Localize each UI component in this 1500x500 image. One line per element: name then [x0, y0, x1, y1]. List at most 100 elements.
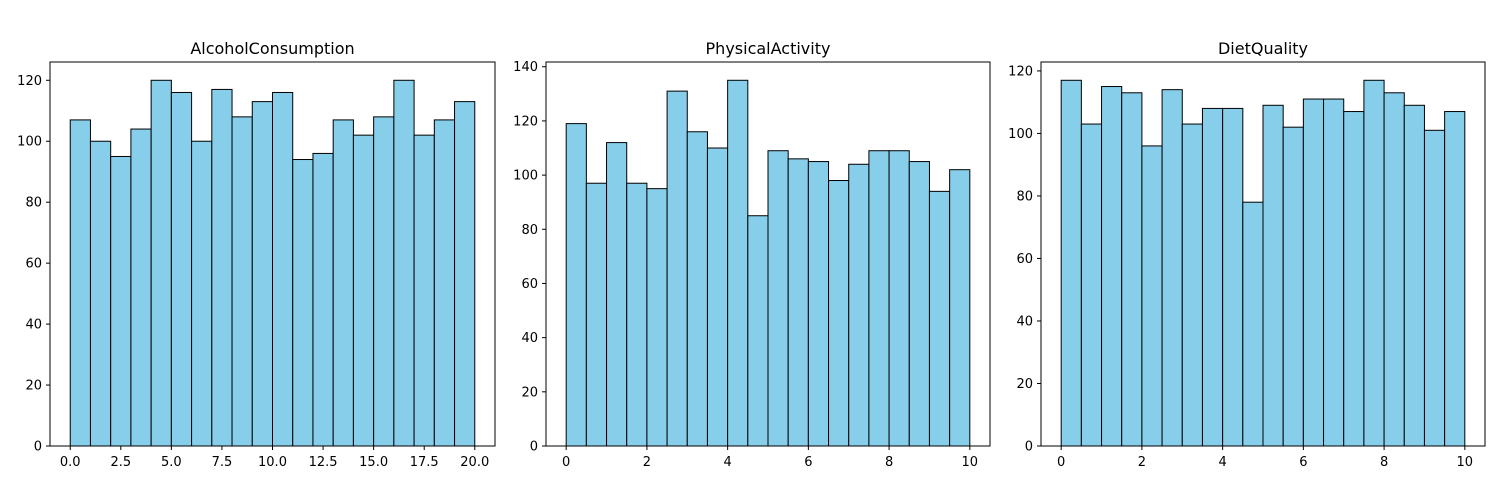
- histogram-bar: [393, 79, 415, 447]
- histogram-bar: [170, 91, 193, 447]
- histogram-bar: [251, 101, 273, 447]
- panel-title: DietQuality: [1218, 39, 1308, 58]
- y-tick-label: 100: [1008, 127, 1033, 142]
- histogram-bar: [413, 134, 435, 447]
- y-tick-label: 40: [521, 331, 538, 346]
- histogram-bar: [727, 79, 749, 447]
- histogram-bar: [807, 161, 830, 447]
- x-tick-label: 0: [1057, 455, 1065, 470]
- y-axis-ticks: 0 20 40 60 80 100 120: [1008, 64, 1041, 455]
- x-tick-label: 4: [723, 455, 731, 470]
- histogram-bar: [1282, 126, 1304, 447]
- histogram-bar: [89, 140, 112, 447]
- x-axis-ticks: 0.0 2.5 5.0 7.5 10.0 12.5 15.0 17.5 20.0: [60, 446, 489, 470]
- histogram-bar: [646, 188, 668, 447]
- histogram-bar: [888, 150, 910, 447]
- histogram-bar: [1181, 123, 1203, 447]
- y-axis-ticks: 0 20 40 60 80 100 120: [17, 74, 50, 455]
- y-tick-label: 80: [1016, 189, 1033, 204]
- histogram-bar: [191, 140, 213, 447]
- x-axis-ticks: 0 2 4 6 8 10: [1057, 446, 1473, 470]
- histogram-bar: [352, 134, 375, 447]
- x-tick-label: 4: [1218, 455, 1226, 470]
- x-tick-label: 8: [885, 455, 893, 470]
- x-tick-label: 6: [1299, 455, 1307, 470]
- axes-frame: [545, 61, 991, 447]
- bar-group: [565, 79, 971, 447]
- y-tick-label: 120: [1008, 64, 1033, 79]
- x-tick-label: 10.0: [258, 455, 287, 470]
- panel-title: AlcoholConsumption: [190, 39, 354, 58]
- panel-title: PhysicalActivity: [706, 39, 831, 58]
- histogram-bar: [1121, 92, 1143, 447]
- histogram-bar: [928, 190, 951, 447]
- histogram-bar: [949, 169, 971, 447]
- histogram-bar: [1323, 98, 1345, 447]
- y-tick-label: 0: [530, 440, 538, 455]
- y-tick-label: 40: [25, 318, 42, 333]
- histogram-bar: [150, 79, 172, 447]
- y-tick-label: 20: [1016, 377, 1033, 392]
- histogram-bar: [1101, 86, 1123, 447]
- x-axis-ticks: 0 2 4 6 8 10: [562, 446, 978, 470]
- histogram-bar: [606, 142, 628, 447]
- histogram-bar: [767, 150, 789, 447]
- x-tick-label: 7.5: [212, 455, 233, 470]
- y-tick-label: 100: [17, 135, 42, 150]
- alcohol-consumption-panel: AlcoholConsumption 0.0 2.5 5.0 7.5 10.0 12.5 1…: [17, 39, 496, 470]
- y-tick-label: 80: [25, 196, 42, 211]
- x-tick-label: 2.5: [110, 455, 131, 470]
- histogram-bar: [211, 88, 233, 447]
- histogram-bar: [1161, 89, 1183, 447]
- histogram-bar: [565, 123, 587, 447]
- histogram-bar: [454, 101, 476, 447]
- x-tick-label: 15.0: [359, 455, 388, 470]
- x-tick-label: 6: [804, 455, 812, 470]
- histogram-bar: [828, 180, 850, 447]
- histogram-bar: [666, 90, 688, 447]
- histogram-bar: [868, 150, 890, 447]
- histogram-bar: [1080, 123, 1103, 447]
- histogram-bar: [1242, 201, 1264, 447]
- histogram-bar: [848, 163, 870, 447]
- x-tick-label: 0.0: [60, 455, 81, 470]
- x-tick-label: 0: [562, 455, 570, 470]
- histogram-bar: [1262, 104, 1284, 447]
- y-tick-label: 0: [1025, 440, 1033, 455]
- histogram-bar: [1363, 79, 1385, 447]
- y-tick-label: 100: [513, 169, 538, 184]
- y-tick-label: 60: [1016, 252, 1033, 267]
- histogram-bar: [1343, 111, 1365, 447]
- histogram-bar: [69, 119, 91, 447]
- x-tick-label: 10: [962, 455, 979, 470]
- histogram-bar: [787, 158, 809, 447]
- x-tick-label: 17.5: [410, 455, 439, 470]
- y-tick-label: 40: [1016, 314, 1033, 329]
- histogram-bar: [1141, 145, 1163, 447]
- x-tick-label: 2: [643, 455, 651, 470]
- histogram-bar: [110, 155, 132, 447]
- y-tick-label: 120: [513, 114, 538, 129]
- histogram-bar: [1302, 98, 1325, 447]
- physical-activity-panel: PhysicalActivity 0 2 4 6 8 10 0 20 40 60 80 100 120…: [513, 39, 991, 470]
- histogram-bar: [231, 116, 253, 447]
- x-tick-label: 2: [1138, 455, 1146, 470]
- histogram-bar: [1060, 79, 1082, 447]
- histogram-bar: [1222, 107, 1244, 447]
- x-tick-label: 10: [1457, 455, 1474, 470]
- histogram-bar: [332, 119, 354, 447]
- y-tick-label: 20: [521, 385, 538, 400]
- axes-frame: [1040, 61, 1486, 447]
- histogram-bar: [1444, 111, 1466, 447]
- histogram-bar: [686, 131, 708, 447]
- histogram-bar: [1201, 107, 1224, 447]
- histogram-bar: [373, 116, 395, 447]
- x-tick-label: 20.0: [460, 455, 489, 470]
- histogram-bar: [272, 91, 294, 447]
- x-tick-label: 5.0: [161, 455, 182, 470]
- histogram-bar: [433, 119, 456, 447]
- y-tick-label: 20: [25, 379, 42, 394]
- y-axis-ticks: 0 20 40 60 80 100 120 140: [513, 60, 546, 455]
- y-tick-label: 80: [521, 223, 538, 238]
